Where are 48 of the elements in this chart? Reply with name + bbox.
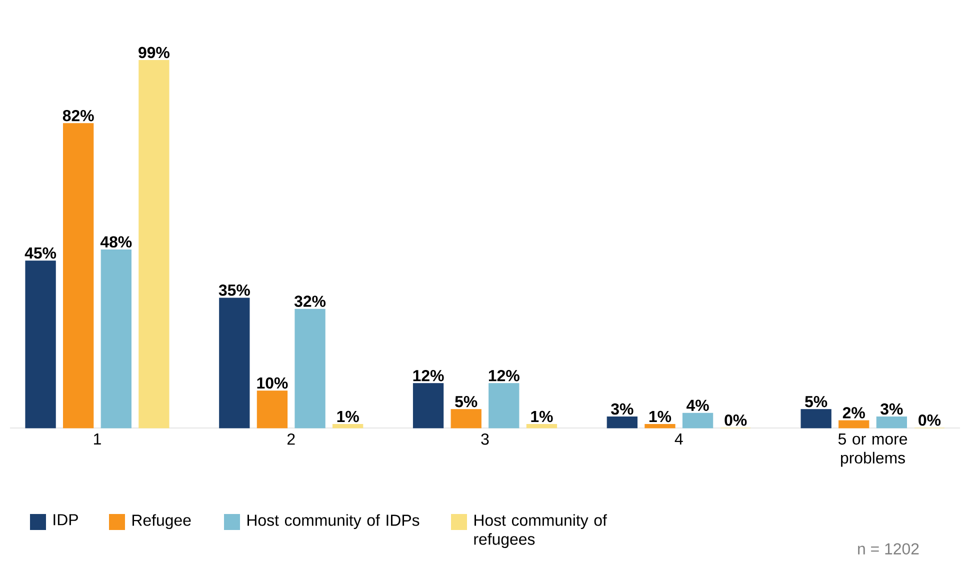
- data-label: 3%: [880, 403, 903, 415]
- text: n = 1202: [858, 543, 919, 554]
- bar: [682, 412, 714, 428]
- data-label: 5%: [455, 396, 478, 408]
- legend-label: Host community of IDPs: [248, 514, 420, 530]
- data-label: 5%: [805, 396, 828, 408]
- x-tick-label: 2: [287, 434, 295, 445]
- bar: [838, 420, 870, 428]
- bar: [488, 383, 520, 428]
- data-label: 99%: [138, 46, 170, 58]
- data-label: 1%: [649, 410, 672, 422]
- legend-label: Refugee: [132, 514, 191, 530]
- x-tick-label: 5 or more problems: [838, 434, 908, 467]
- data-label: 35%: [218, 284, 250, 296]
- x-tick-label: 1: [94, 434, 101, 444]
- bar: [644, 424, 676, 428]
- data-label: 82%: [62, 110, 94, 122]
- bar: [100, 249, 132, 428]
- data-label: 2%: [842, 407, 865, 418]
- data-label: 0%: [918, 414, 941, 426]
- data-label: 32%: [294, 296, 326, 307]
- x-tick-label: 3: [481, 434, 489, 445]
- legend-label: IDP: [54, 514, 78, 526]
- bar: [412, 383, 444, 428]
- data-label: 0%: [724, 414, 747, 426]
- bar: [219, 298, 250, 428]
- bar: [138, 60, 170, 428]
- bar: [25, 260, 56, 428]
- bar: [63, 123, 94, 428]
- bar: [876, 416, 907, 428]
- bar: [450, 409, 482, 428]
- data-label: 45%: [24, 247, 56, 259]
- data-label: 12%: [413, 370, 444, 382]
- bar: [332, 424, 364, 428]
- bar: [294, 308, 326, 428]
- data-label: 1%: [337, 410, 359, 422]
- x-tick-label: 4: [674, 434, 683, 444]
- data-label: 3%: [611, 403, 634, 415]
- data-label: 4%: [686, 400, 709, 411]
- data-label: 10%: [257, 377, 288, 389]
- data-label: 48%: [100, 236, 132, 248]
- bar: [526, 424, 558, 428]
- data-label: 12%: [488, 370, 520, 382]
- data-label: 1%: [531, 410, 553, 422]
- bar: [256, 390, 288, 428]
- legend-label: Host community of refugees: [474, 514, 607, 548]
- bar: [606, 416, 638, 428]
- bar: [800, 409, 832, 428]
